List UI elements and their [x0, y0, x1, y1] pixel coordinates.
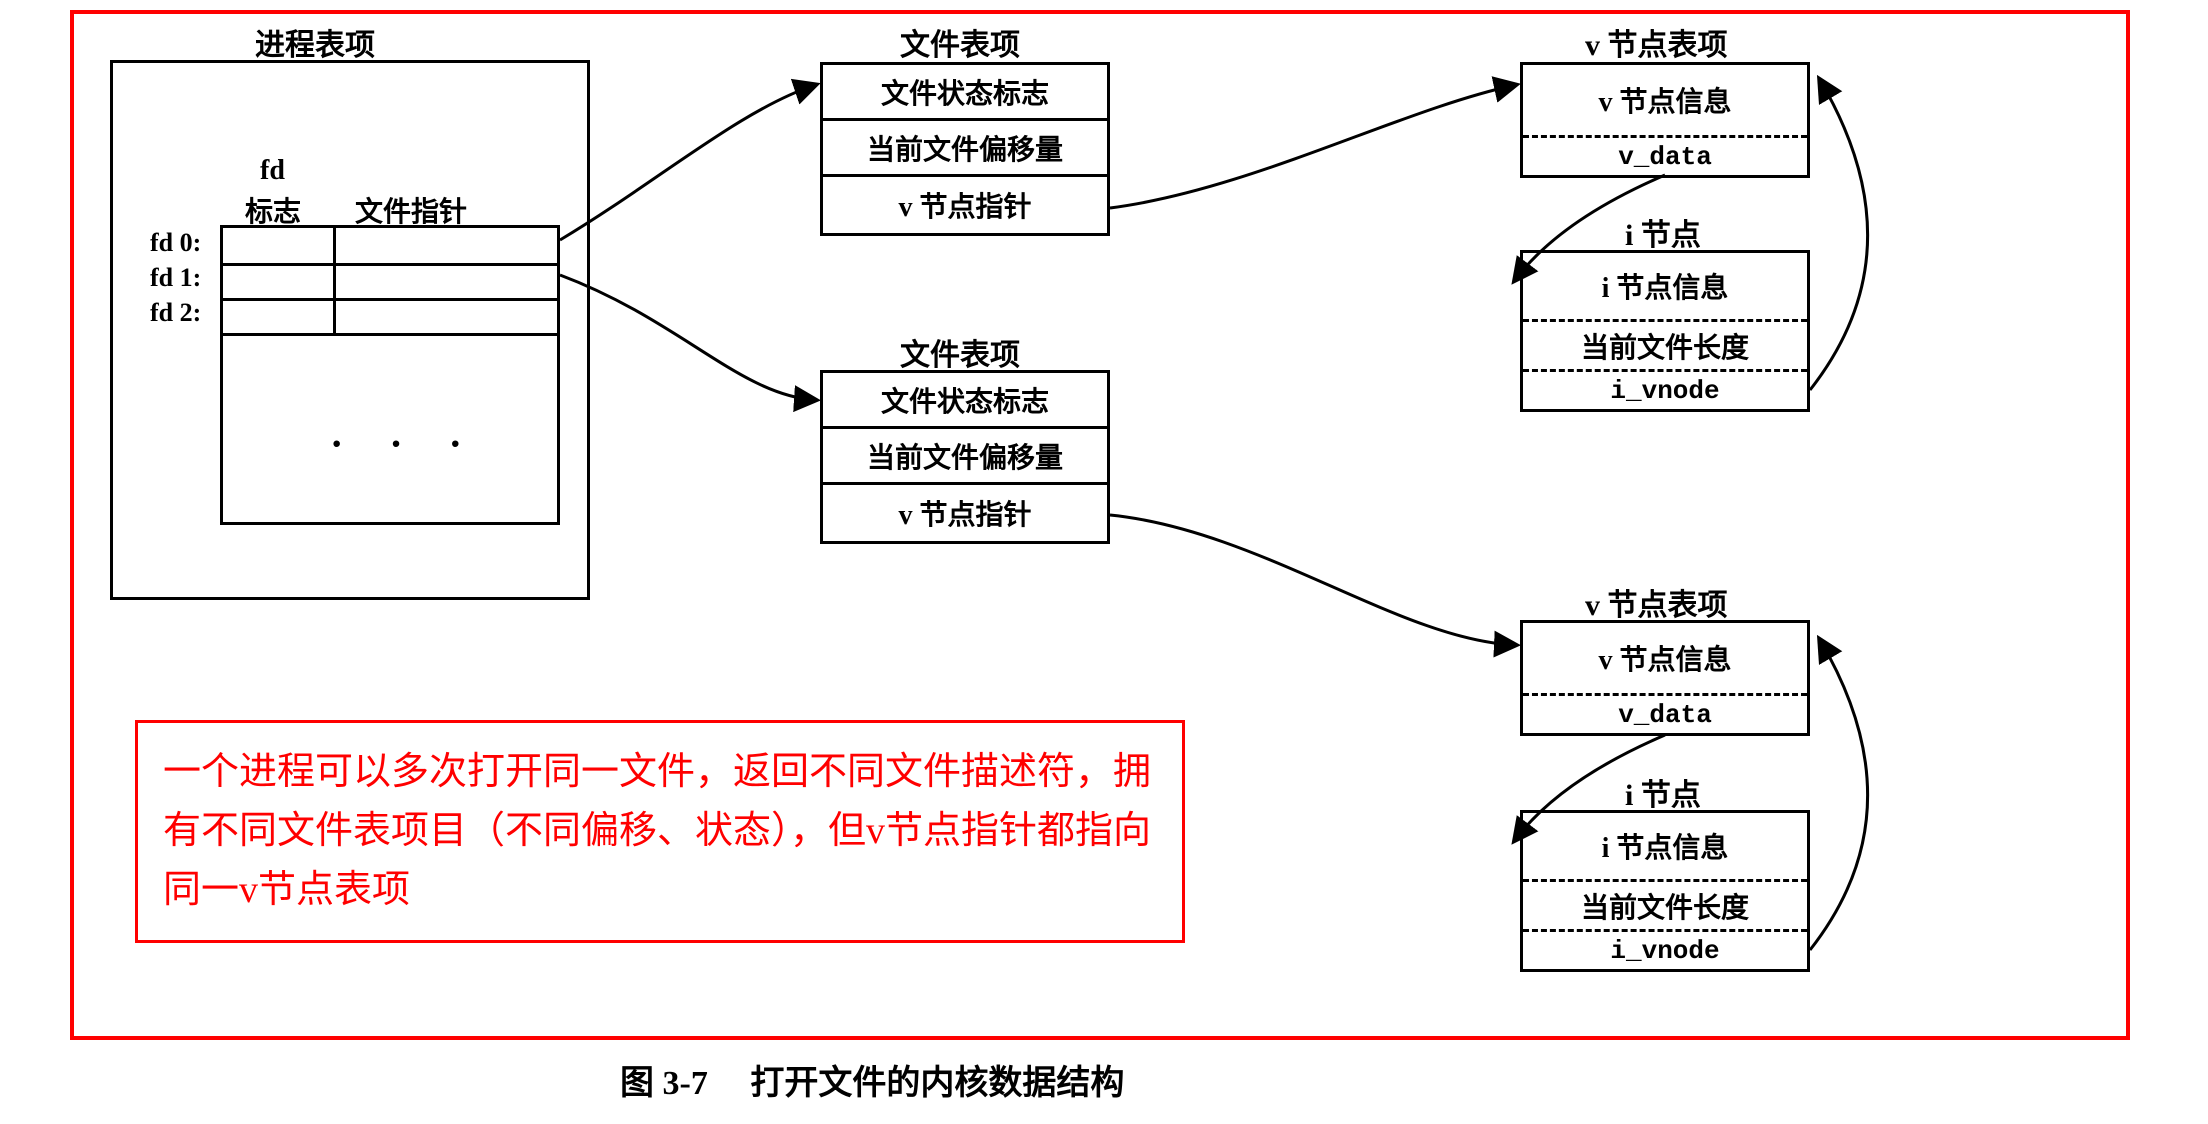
- fd-row-1: fd 1:: [150, 263, 201, 293]
- file-table-1-row-1: 当前文件偏移量: [823, 121, 1107, 177]
- vnode-2: v 节点信息 v_data: [1520, 620, 1810, 736]
- file-table-2-row-1: 当前文件偏移量: [823, 429, 1107, 485]
- inode-1-info: i 节点信息: [1523, 253, 1807, 319]
- file-table-1: 文件状态标志 当前文件偏移量 v 节点指针: [820, 62, 1110, 236]
- fd-table-dots: · · ·: [330, 420, 480, 467]
- file-table-2: 文件状态标志 当前文件偏移量 v 节点指针: [820, 370, 1110, 544]
- file-table-2-title: 文件表项: [900, 330, 1020, 374]
- caption-prefix: 图 3-7: [620, 1065, 708, 1102]
- vnode-1-vdata: v_data: [1523, 135, 1807, 175]
- vnode-1-info: v 节点信息: [1523, 65, 1807, 135]
- fd-row-0: fd 0:: [150, 228, 201, 258]
- inode-1: i 节点信息 当前文件长度 i_vnode: [1520, 250, 1810, 412]
- ptr-header: 文件指针: [355, 190, 467, 230]
- inode-2-ivnode: i_vnode: [1523, 929, 1807, 969]
- fd-header-2: 标志: [245, 190, 301, 230]
- fd-table: [220, 225, 560, 525]
- vnode-2-vdata: v_data: [1523, 693, 1807, 733]
- file-table-2-row-0: 文件状态标志: [823, 373, 1107, 429]
- inode-2-len: 当前文件长度: [1523, 879, 1807, 929]
- inode-1-len: 当前文件长度: [1523, 319, 1807, 369]
- annotation-text: 一个进程可以多次打开同一文件，返回不同文件描述符，拥有不同文件表项目（不同偏移、…: [163, 751, 1151, 911]
- vnode-2-title: v 节点表项: [1585, 580, 1728, 624]
- vnode-2-info: v 节点信息: [1523, 623, 1807, 693]
- vnode-1-title: v 节点表项: [1585, 20, 1728, 64]
- annotation-box: 一个进程可以多次打开同一文件，返回不同文件描述符，拥有不同文件表项目（不同偏移、…: [135, 720, 1185, 943]
- file-table-1-row-2: v 节点指针: [823, 177, 1107, 233]
- inode-2: i 节点信息 当前文件长度 i_vnode: [1520, 810, 1810, 972]
- inode-1-title: i 节点: [1625, 210, 1701, 254]
- fd-header-1: fd: [260, 155, 285, 187]
- figure-caption: 图 3-7 打开文件的内核数据结构: [620, 1055, 1124, 1104]
- file-table-1-row-0: 文件状态标志: [823, 65, 1107, 121]
- inode-2-info: i 节点信息: [1523, 813, 1807, 879]
- caption-text: 打开文件的内核数据结构: [750, 1065, 1124, 1102]
- fd-row-2: fd 2:: [150, 298, 201, 328]
- file-table-2-row-2: v 节点指针: [823, 485, 1107, 541]
- process-table-title: 进程表项: [255, 20, 375, 64]
- vnode-1: v 节点信息 v_data: [1520, 62, 1810, 178]
- file-table-1-title: 文件表项: [900, 20, 1020, 64]
- inode-1-ivnode: i_vnode: [1523, 369, 1807, 409]
- inode-2-title: i 节点: [1625, 770, 1701, 814]
